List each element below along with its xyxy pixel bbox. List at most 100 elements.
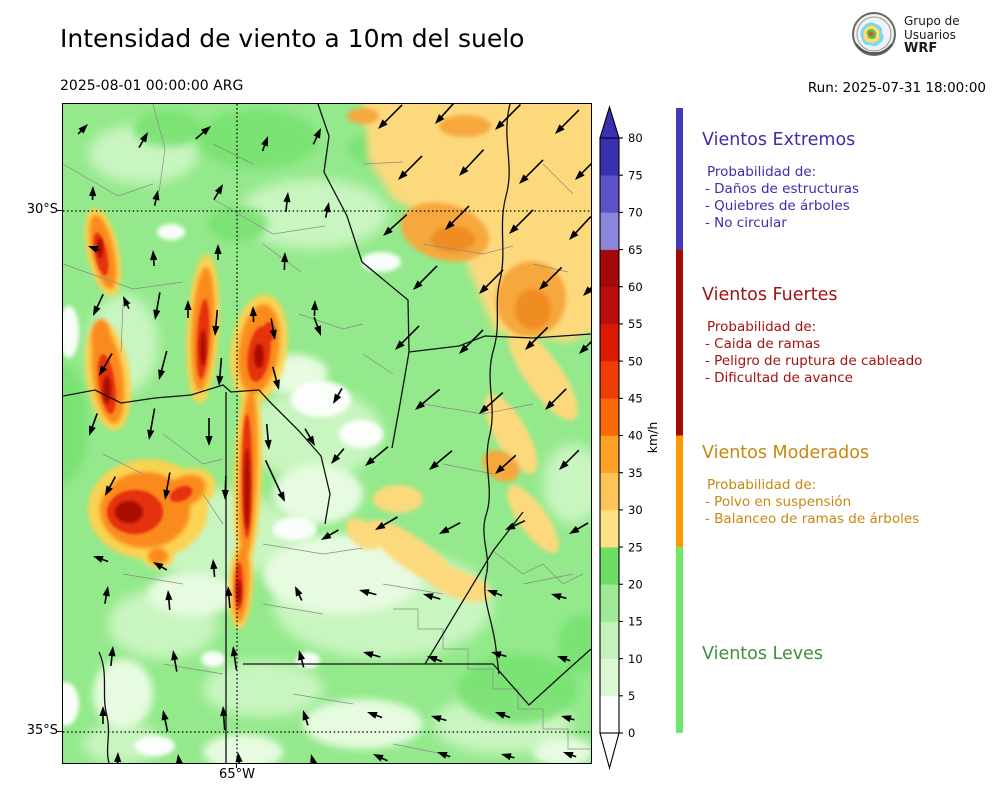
wind-arrow	[283, 192, 291, 212]
wind-arrow	[551, 593, 567, 601]
colorbar-tick-label: 65	[628, 243, 643, 257]
wind-arrow	[395, 325, 420, 350]
wind-arrow	[539, 266, 563, 290]
logo-text: Grupo de Usuarios WRF	[904, 14, 960, 56]
wind-arrow	[525, 326, 549, 350]
wind-arrow	[102, 586, 110, 604]
wind-arrow	[321, 529, 339, 540]
wind-arrow	[89, 413, 98, 436]
wind-arrow	[445, 205, 470, 230]
wind-arrow	[333, 388, 343, 404]
wind-arrow	[114, 752, 122, 763]
wind-arrow	[249, 306, 257, 323]
wind-arrow	[479, 391, 504, 414]
axis-tick	[236, 763, 238, 768]
wind-arrow	[383, 213, 408, 236]
wind-arrow	[163, 472, 171, 500]
wind-arrow	[93, 293, 104, 316]
wind-arrow	[184, 300, 192, 318]
colorbar-unit-label: km/h	[645, 422, 660, 454]
colorbar-segment	[600, 509, 619, 548]
axis-tick	[57, 731, 62, 733]
colorbar-tick-label: 25	[628, 540, 643, 554]
moderate-wind-yellow-zone	[345, 104, 591, 602]
legend-section-items: - Polvo en suspensión - Balanceo de ramas…	[702, 494, 994, 528]
wind-arrow	[175, 754, 183, 763]
wind-arrow	[459, 329, 484, 354]
colorbar-tick-label: 5	[628, 689, 635, 703]
colorbar-segment	[600, 695, 619, 734]
wind-arrow	[365, 446, 389, 466]
wind-arrow	[161, 710, 169, 732]
axis-tick	[57, 210, 62, 212]
wind-arrow	[427, 656, 443, 663]
wind-arrow	[89, 186, 97, 201]
colorbar-tick-label: 30	[628, 503, 643, 517]
colorbar-segment	[600, 547, 619, 585]
wind-arrow	[195, 126, 211, 140]
wind-arrow	[123, 296, 131, 310]
wind-intensity-map	[63, 104, 591, 763]
wind-arrow	[210, 559, 218, 578]
colorbar-tick-label: 55	[628, 317, 643, 331]
legend-item: - Daños de estructuras	[705, 181, 860, 197]
wind-arrow	[555, 109, 580, 134]
colorbar-segment	[600, 138, 619, 176]
legend-item: - Polvo en suspensión	[705, 494, 852, 510]
wind-arrow	[214, 244, 222, 260]
wind-arrow	[153, 562, 168, 571]
colorbar-over-arrow	[599, 105, 620, 139]
wind-arrow	[563, 752, 577, 759]
wind-arrow	[205, 418, 213, 446]
colorbar-tick-label: 10	[628, 652, 643, 666]
wind-arrow	[495, 454, 517, 474]
wind-arrow	[479, 269, 504, 294]
wind-arrow	[221, 475, 229, 500]
x-axis-label-65w: 65°W	[219, 767, 255, 782]
legend-section-subtitle: Probabilidad de:	[707, 164, 817, 180]
colorbar-segment	[600, 286, 619, 325]
legend-strip-segment	[676, 108, 683, 250]
wrf-users-group-logo: Grupo de Usuarios WRF	[850, 10, 960, 60]
legend-item: - Quiebres de árboles	[705, 198, 850, 214]
colorbar-segment	[600, 212, 619, 250]
wind-arrow	[495, 712, 511, 719]
wind-arrow	[93, 556, 109, 563]
calm-wind-patches	[63, 224, 545, 756]
legend-section-extremos: Vientos Extremos Probabilidad de: - Daño…	[702, 130, 994, 232]
wind-arrow	[431, 715, 447, 723]
legend-item: - Balanceo de ramas de árboles	[705, 511, 920, 527]
legend-section-moderados: Vientos Moderados Probabilidad de: - Pol…	[702, 443, 994, 528]
wind-arrow	[375, 516, 398, 530]
wind-arrow	[108, 646, 116, 666]
wind-arrow	[105, 476, 117, 496]
wind-arrow	[153, 292, 161, 320]
wind-arrow	[220, 706, 228, 730]
wind-arrow	[415, 388, 441, 410]
legend-strip-segment	[676, 435, 683, 548]
wind-arrow	[281, 252, 289, 271]
legend-section-title: Vientos Moderados	[702, 443, 870, 463]
wind-arrow	[302, 710, 310, 726]
legend-section-subtitle: Probabilidad de:	[707, 477, 817, 493]
wind-arrow	[230, 646, 238, 670]
wind-arrow	[147, 408, 156, 440]
legend-section-fuertes: Vientos Fuertes Probabilidad de: - Caida…	[702, 285, 994, 387]
colorbar-tick-label: 50	[628, 354, 643, 368]
page-title: Intensidad de viento a 10m del suelo	[60, 24, 525, 53]
wind-arrow	[509, 209, 534, 234]
wind-arrow	[413, 265, 438, 290]
colorbar-tick-label: 35	[628, 466, 643, 480]
wind-speed-colorbar: 0 5 10 15 20 25 30 35 40 45 50 55 60 65 70 75 80 km/h	[599, 105, 660, 771]
logo-line1: Grupo de	[904, 14, 960, 28]
wind-arrow	[398, 155, 423, 180]
colorbar-tick-label: 70	[628, 206, 643, 220]
wind-arrow	[138, 132, 148, 148]
colorbar-tick-label: 0	[628, 726, 635, 740]
colorbar-segment	[600, 249, 619, 288]
y-axis-label-30s: 30°S	[26, 202, 58, 217]
logo-line2: Usuarios	[904, 28, 956, 42]
colorbar-tick-label: 45	[628, 392, 643, 406]
wind-arrow	[213, 184, 223, 200]
